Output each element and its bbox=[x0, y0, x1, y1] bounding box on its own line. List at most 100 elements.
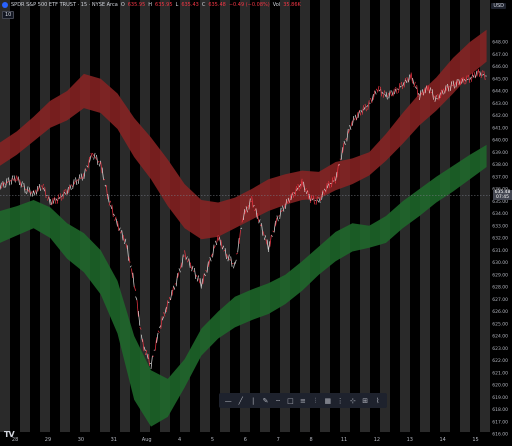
price-segment bbox=[171, 286, 174, 296]
currency-label[interactable]: USD bbox=[491, 3, 506, 9]
price-segment bbox=[96, 154, 99, 166]
price-segment bbox=[256, 213, 260, 222]
price-segment bbox=[276, 215, 279, 222]
session-stripe bbox=[70, 0, 80, 432]
price-segment bbox=[33, 190, 36, 196]
low-label: L bbox=[175, 2, 179, 8]
price-segment bbox=[133, 285, 136, 291]
price-segment bbox=[431, 89, 434, 100]
price-segment bbox=[480, 70, 483, 78]
path-tool-icon[interactable]: ⌇ bbox=[375, 396, 380, 405]
price-segment bbox=[374, 90, 377, 95]
price-segment bbox=[445, 86, 448, 91]
grid-tool-icon[interactable]: ▦ bbox=[324, 396, 332, 405]
session-stripe bbox=[480, 0, 490, 432]
price-segment bbox=[364, 103, 367, 112]
price-segment bbox=[132, 272, 135, 288]
price-segment bbox=[51, 197, 54, 206]
price-segment bbox=[196, 275, 199, 282]
symbol-title[interactable]: SPDR S&P 500 ETF TRUST · 15 · NYSE Arca bbox=[11, 2, 118, 8]
y-tick-label: 632.00 bbox=[492, 236, 508, 242]
price-segment bbox=[380, 86, 383, 97]
fib-tool-icon[interactable]: ≡ bbox=[300, 396, 306, 405]
price-segment bbox=[205, 270, 208, 272]
pitchfork-tool-icon[interactable]: ⫶ bbox=[314, 396, 317, 405]
price-segment bbox=[113, 213, 115, 216]
y-tick-label: 639.00 bbox=[492, 150, 508, 156]
y-tick-label: 635.00 bbox=[492, 199, 508, 205]
price-segment bbox=[221, 245, 225, 250]
session-stripe bbox=[450, 0, 460, 432]
horizontal-line-tool-icon[interactable]: — bbox=[224, 396, 232, 405]
vertical-line-tool-icon[interactable]: | bbox=[251, 396, 255, 405]
price-segment bbox=[217, 236, 220, 241]
price-segment bbox=[34, 189, 37, 194]
price-segment bbox=[227, 254, 230, 262]
session-stripe bbox=[130, 0, 140, 432]
session-stripe bbox=[470, 0, 480, 432]
price-segment bbox=[38, 184, 41, 191]
price-segment bbox=[392, 88, 395, 97]
price-segment bbox=[398, 83, 401, 93]
price-segment bbox=[465, 75, 468, 85]
price-segment bbox=[31, 190, 34, 197]
price-segment bbox=[157, 330, 160, 333]
price-segment bbox=[286, 200, 289, 204]
price-segment bbox=[346, 128, 349, 142]
price-segment bbox=[303, 181, 306, 192]
price-segment bbox=[419, 90, 422, 101]
price-segment bbox=[234, 259, 237, 265]
more-tool-icon[interactable]: ⋮ bbox=[336, 396, 344, 405]
price-segment bbox=[284, 199, 288, 209]
session-stripe bbox=[110, 0, 120, 432]
y-tick-label: 643.00 bbox=[492, 101, 508, 107]
price-segment bbox=[317, 199, 320, 203]
y-tick-label: 638.00 bbox=[492, 162, 508, 168]
price-segment bbox=[370, 97, 373, 104]
price-segment bbox=[440, 89, 443, 99]
open-label: O bbox=[120, 2, 125, 8]
price-segment bbox=[279, 207, 282, 220]
price-segment bbox=[381, 91, 384, 95]
brush-tool-icon[interactable]: ✎ bbox=[262, 396, 269, 405]
price-segment bbox=[416, 85, 419, 97]
y-tick-label: 623.00 bbox=[492, 346, 508, 352]
price-segment bbox=[83, 168, 86, 179]
y-tick-label: 633.00 bbox=[492, 223, 508, 229]
price-segment bbox=[278, 215, 280, 217]
price-segment bbox=[86, 165, 89, 168]
price-segment bbox=[452, 80, 455, 89]
price-segment bbox=[300, 178, 303, 189]
price-segment bbox=[178, 268, 181, 273]
price-segment bbox=[266, 239, 269, 252]
price-segment bbox=[0, 182, 2, 190]
trend-line-tool-icon[interactable]: ╱ bbox=[238, 396, 243, 405]
ray-tool-icon[interactable]: ╌ bbox=[275, 396, 281, 405]
price-segment bbox=[294, 186, 297, 197]
x-tick-label: 4 bbox=[178, 437, 181, 443]
y-tick-label: 618.00 bbox=[492, 407, 508, 413]
price-segment bbox=[170, 289, 173, 301]
rectangle-tool-icon[interactable]: □ bbox=[287, 396, 294, 405]
price-segment bbox=[236, 252, 238, 255]
price-segment bbox=[56, 194, 60, 204]
ruler-tool-icon[interactable]: ⊞ bbox=[362, 396, 369, 405]
indicator-collapse-button[interactable]: 10 bbox=[2, 11, 15, 19]
x-tick-label: 14 bbox=[439, 437, 445, 443]
price-segment bbox=[108, 200, 111, 206]
price-segment bbox=[342, 142, 345, 153]
price-segment bbox=[66, 187, 69, 195]
price-segment bbox=[240, 227, 243, 230]
price-segment bbox=[415, 86, 417, 89]
price-segment bbox=[444, 85, 447, 94]
x-tick-label: 6 bbox=[244, 437, 247, 443]
price-segment bbox=[48, 197, 51, 205]
price-segment bbox=[455, 79, 458, 88]
drawing-toolbar: — ╱ | ✎ ╌ □ ≡ ⫶ ▦ ⋮ ⊹ ⊞ ⌇ bbox=[219, 393, 387, 408]
measure-tool-icon[interactable]: ⊹ bbox=[349, 396, 356, 405]
price-segment bbox=[77, 174, 81, 184]
price-segment bbox=[273, 220, 276, 233]
price-segment bbox=[262, 231, 265, 236]
